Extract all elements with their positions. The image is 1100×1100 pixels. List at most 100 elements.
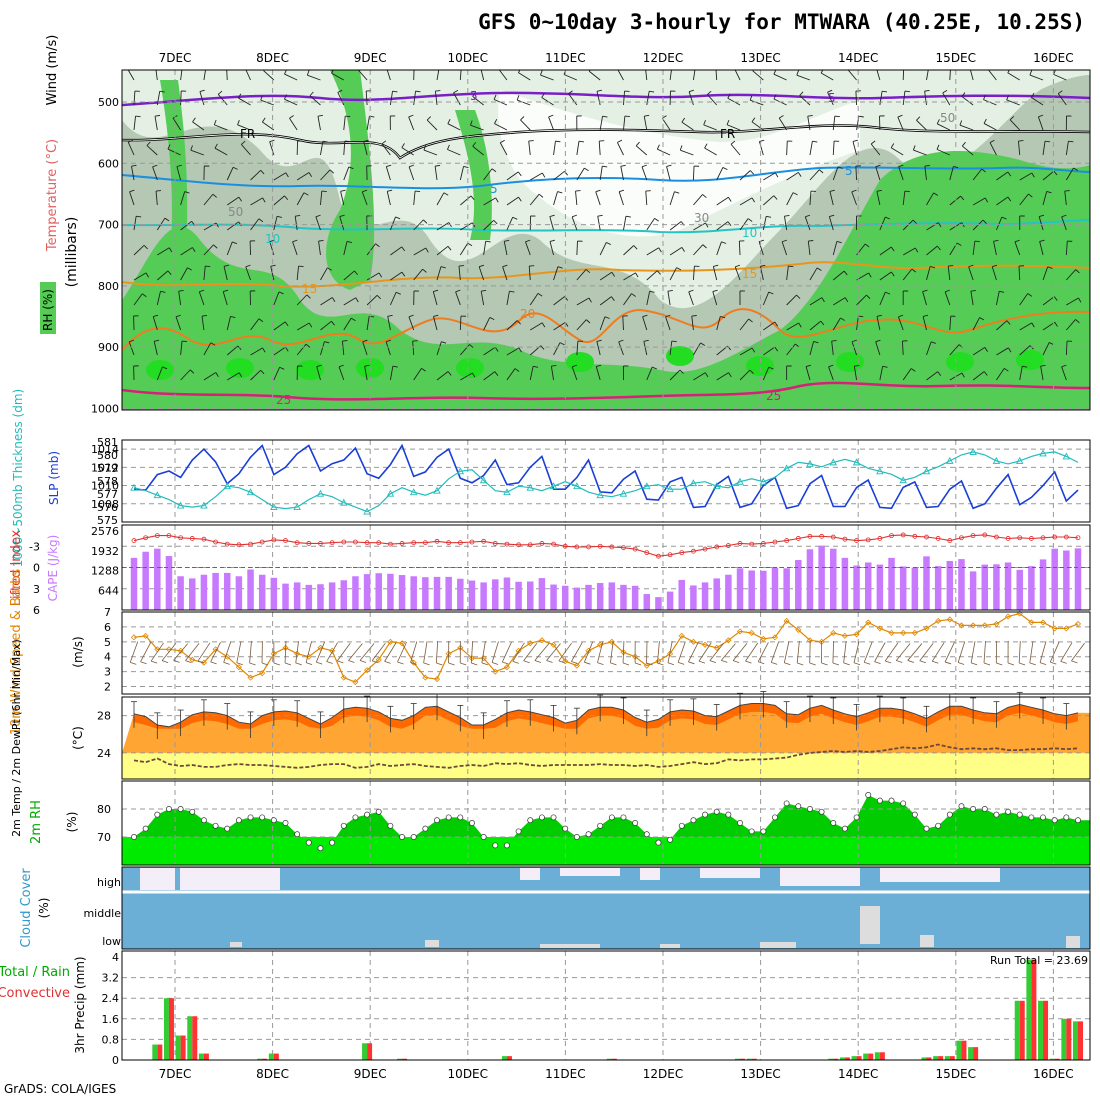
upper-barb-flag (897, 114, 903, 118)
wind10-barb (970, 641, 976, 663)
upper-barb-flag (652, 366, 657, 370)
upper-barb-flag (988, 66, 992, 69)
rh2m-tick: 70 (97, 831, 111, 844)
upper-barb-staff (996, 196, 1009, 206)
slp-line (133, 443, 1079, 510)
upper-barb-staff (436, 371, 449, 381)
upper-barb-flag (154, 339, 160, 342)
date-label-bottom: 12DEC (643, 1067, 683, 1081)
thickness-point (829, 458, 838, 466)
upper-barb-flag (187, 267, 192, 271)
precip-conv-bar (203, 1053, 209, 1060)
lifted-index-point (341, 539, 347, 545)
upper-barb-staff (832, 241, 838, 256)
upper-barb-staff (366, 243, 376, 256)
upper-barb-staff (530, 322, 543, 331)
wind10-point (422, 674, 429, 681)
upper-barb-staff (576, 319, 587, 331)
upper-barb-staff (214, 147, 228, 156)
upper-barb-staff (133, 272, 147, 281)
wind10-barb (657, 641, 660, 663)
thickness-tick: 578 (97, 475, 118, 488)
lifted-index-point (469, 539, 475, 545)
upper-barb-staff (506, 368, 516, 381)
cape-bar (841, 557, 849, 610)
thickness-point (340, 498, 348, 506)
lifted-index-point (1005, 536, 1011, 541)
wind10-point (678, 632, 685, 639)
upper-barb-staff (483, 371, 496, 381)
upper-barb-staff (778, 117, 788, 131)
upper-barb-flag (914, 247, 919, 253)
upper-barb-flag (798, 322, 802, 328)
wind10-barb (709, 643, 724, 661)
wind10-point (130, 634, 138, 641)
upper-barb-flag (223, 289, 229, 293)
upper-barb-staff (646, 247, 660, 256)
upper-barb-flag (555, 140, 561, 143)
wind10-barb-flag (832, 662, 840, 666)
upper-barb-flag (375, 243, 380, 248)
lifted-index-point (784, 538, 790, 543)
upper-barb-flag (848, 66, 852, 69)
rh2m-point (154, 811, 161, 818)
upper-barb-flag (712, 289, 718, 292)
cape-bar (433, 576, 441, 610)
precip-total-bar (397, 1058, 403, 1060)
upper-barb-staff (901, 340, 904, 356)
upper-barb-staff (127, 142, 135, 156)
upper-barb-staff (856, 316, 859, 331)
lifted-index-point (399, 541, 405, 546)
upper-barb-staff (386, 70, 391, 81)
upper-barb-flag (982, 219, 987, 224)
upper-barb-staff (133, 90, 136, 106)
upper-barb-flag (619, 189, 625, 193)
wind10-barb-flag (733, 660, 740, 663)
cape-bar (340, 580, 348, 610)
rh-light-patch (498, 90, 860, 237)
rh2m-point (364, 811, 371, 818)
upper-barb-flag (766, 215, 772, 218)
upper-barb-staff (618, 191, 624, 206)
upper-barb-flag (722, 167, 728, 171)
upper-barb-staff (1064, 191, 1067, 206)
upper-barb-staff (250, 347, 263, 356)
lifted-index-point (609, 544, 615, 550)
temp-tick: 28 (97, 710, 111, 723)
precip-conv-bar (1019, 1000, 1025, 1060)
upper-barb-flag (376, 294, 381, 300)
upper-barb-staff (460, 372, 473, 381)
upper-barb-staff (226, 345, 239, 356)
upper-barb-staff (949, 316, 952, 331)
upper-barb-flag (792, 192, 798, 196)
cape-bar (725, 574, 732, 610)
upper-barb-staff (528, 141, 531, 156)
date-label-top: 8DEC (256, 51, 289, 65)
upper-barb-staff (657, 148, 671, 156)
temp-tick: 24 (97, 747, 111, 760)
upper-barb-flag (679, 145, 683, 151)
upper-barb-staff (876, 70, 881, 81)
upper-barb-flag (500, 139, 505, 144)
wind10-barb-flag (423, 662, 430, 666)
upper-barb-flag (796, 294, 801, 299)
upper-barb-staff (1042, 141, 1046, 156)
upper-barb-staff (669, 267, 677, 281)
upper-barb-flag (509, 290, 515, 293)
wind10-barb-flag (944, 661, 952, 665)
upper-barb-flag (339, 214, 345, 218)
wind10-barb (315, 641, 326, 663)
cape-bar (317, 584, 324, 610)
upper-barb-staff (916, 119, 927, 131)
upper-barb-staff (320, 320, 332, 331)
upper-barb-staff (296, 266, 299, 281)
upper-barb-flag (470, 195, 475, 201)
upper-barb-staff (852, 141, 858, 156)
upper-barb-flag (135, 115, 141, 118)
precip-total-bar (1038, 1000, 1044, 1060)
upper-barb-staff (833, 297, 846, 306)
date-label-top: 13DEC (740, 51, 780, 65)
upper-barb-flag (167, 270, 172, 275)
upper-barb-staff (786, 172, 799, 181)
lifted-index-tick: 3 (33, 583, 40, 596)
